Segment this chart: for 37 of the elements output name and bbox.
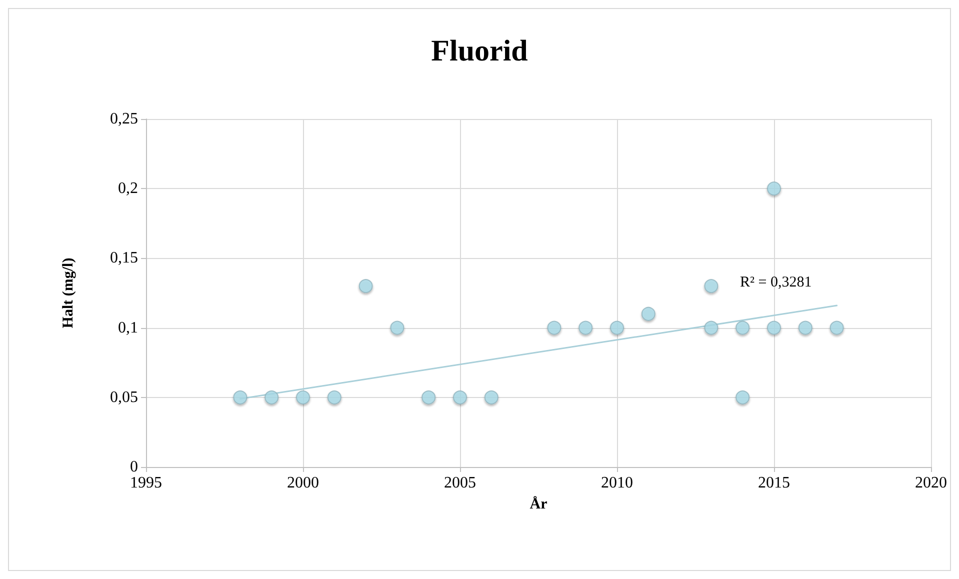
point [264,390,279,404]
x-axis-title: År [530,496,548,512]
point [422,390,436,404]
point [704,279,718,294]
x-tick-label: 2005 [444,474,476,492]
x-tick-label: 2020 [915,474,947,492]
point [484,390,498,404]
point [767,320,781,335]
x-tick-label: 1995 [130,474,162,492]
point [358,279,373,294]
point [736,320,750,335]
y-tick-label: 0,1 [118,319,138,336]
point [641,306,656,321]
y-tick-label: 0,05 [110,388,138,406]
y-tick-label: 0,2 [118,180,138,198]
point [453,390,467,404]
point [736,390,750,404]
point [798,320,812,335]
point [547,320,562,335]
point [767,182,781,196]
y-tick-label: 0 [130,458,138,476]
point [704,320,718,335]
x-tick-label: 2015 [758,474,790,492]
point [610,320,624,335]
annotation: R² = 0,3281 [740,274,812,290]
point [327,390,342,404]
point [830,320,844,335]
chart-title: Fluorid [431,34,528,68]
point [390,320,404,335]
point [578,320,593,335]
y-tick-label: 0,15 [110,250,138,267]
y-tick-label: 0,25 [110,110,138,128]
x-tick-label: 2010 [601,474,633,492]
point [296,390,310,404]
y-axis-title: Halt (mg/l) [60,258,76,328]
point [233,390,248,404]
x-tick-label: 2000 [287,474,319,492]
